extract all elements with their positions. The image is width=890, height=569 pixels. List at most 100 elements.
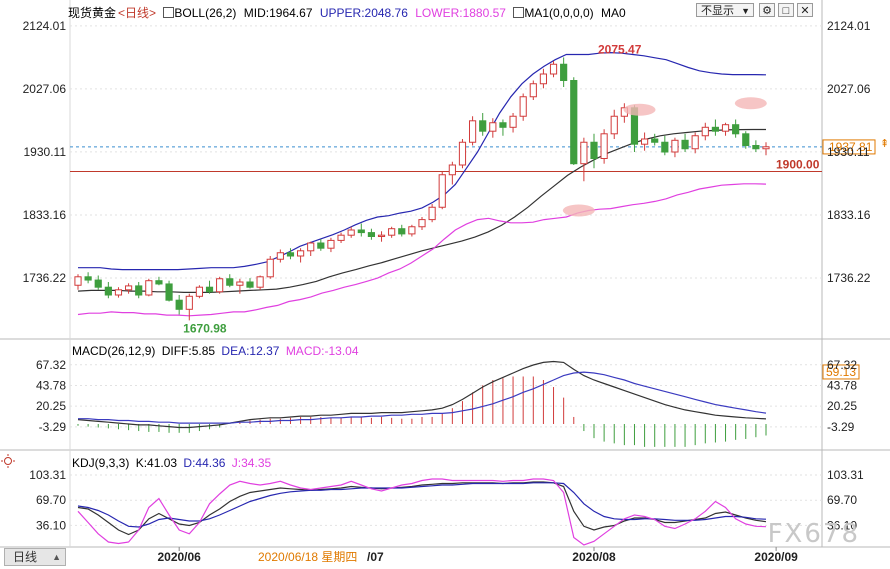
- candle-body: [489, 122, 497, 132]
- candle-body: [296, 250, 305, 257]
- settings-button[interactable]: ⚙: [759, 3, 775, 17]
- candle-body: [266, 258, 274, 278]
- close-button[interactable]: ✕: [797, 3, 813, 17]
- macd-left-tick-label: -3.29: [39, 420, 67, 434]
- candle-body: [388, 228, 396, 236]
- candle-body: [175, 299, 183, 310]
- candle-body: [762, 146, 770, 150]
- price-left-tick-label: 1930.11: [24, 145, 67, 159]
- candle-body: [590, 141, 598, 159]
- candle-body: [398, 228, 406, 235]
- kdj-d-line: [77, 482, 767, 528]
- boll-label: BOLL(26,2): [174, 6, 237, 20]
- candle-body: [165, 283, 173, 301]
- ma-checkbox-icon[interactable]: [513, 7, 525, 18]
- kdj-right-tick-label: 69.70: [827, 493, 857, 507]
- panel-frames: [0, 0, 890, 548]
- candle-body: [640, 138, 649, 145]
- ma-label: MA1(0,0,0,0): [524, 6, 594, 20]
- candle-body: [610, 115, 618, 135]
- candle-body: [155, 280, 163, 285]
- low-annotation: 1670.98: [183, 321, 227, 335]
- candle-body: [307, 242, 315, 252]
- x-tick-label: 2020/08: [572, 550, 616, 564]
- kdj-settings-icon[interactable]: [1, 454, 15, 468]
- main-header: 现货黄金 <日线> BOLL(26,2) MID:1964.67 UPPER:20…: [68, 4, 626, 21]
- candle-body: [691, 135, 699, 150]
- candle-body: [661, 141, 669, 153]
- candle-body: [580, 141, 588, 165]
- candle-body: [135, 285, 143, 296]
- candle-body: [205, 286, 214, 293]
- period-tab-label: 日线: [13, 550, 38, 564]
- macd-diff-value: DIFF:5.85: [161, 344, 216, 358]
- support-label: 1900.00: [776, 158, 820, 172]
- price-left-tick-label: 1736.22: [23, 271, 67, 285]
- candle-body: [256, 276, 264, 288]
- candle-body: [216, 278, 224, 293]
- kdj-d-value: D:44.36: [183, 456, 226, 470]
- candle-body: [468, 120, 477, 143]
- price-right-tick-label: 2124.01: [827, 19, 871, 33]
- macd-macd-value: MACD:-13.04: [285, 344, 359, 358]
- period-label: <日线>: [118, 6, 157, 20]
- macd-label: MACD(26,12,9): [72, 344, 156, 358]
- candle-body: [549, 63, 558, 75]
- boll-mid-line: [77, 128, 766, 293]
- candle-body: [357, 229, 365, 234]
- watermark: FX678: [767, 519, 860, 549]
- candle-body: [671, 139, 679, 153]
- axis-labels: 2124.01 2124.01 2027.06 2027.06 1930.11 1930.…: [23, 19, 871, 564]
- kdj-right-tick-label: 103.31: [827, 468, 864, 482]
- hide-indicator-dropdown[interactable]: 不显示 ▼: [696, 3, 754, 17]
- candle-body: [732, 124, 740, 135]
- candle-body: [499, 122, 507, 128]
- candle-body: [84, 276, 92, 281]
- boll-lower-value: LOWER:1880.57: [415, 6, 506, 20]
- macd-dea-line: [78, 371, 767, 424]
- candle-body: [681, 139, 689, 150]
- macd-left-tick-label: 20.25: [36, 399, 66, 413]
- candle-body: [418, 219, 426, 228]
- candle-body: [438, 174, 446, 208]
- candle-body: [570, 80, 578, 165]
- candle-body: [236, 281, 244, 286]
- kdj-right-tick-label: 36.10: [827, 518, 857, 532]
- price-right-tick-label: 1930.11: [827, 145, 870, 159]
- chevron-down-icon: ▼: [741, 6, 750, 16]
- candle-body: [74, 276, 82, 286]
- boll-mid-value: MID:1964.67: [243, 6, 313, 20]
- kdj-panel-marks: [77, 478, 767, 546]
- candle-body: [145, 280, 153, 296]
- candle-body: [94, 279, 102, 288]
- macd-right-value-label: 59.13: [826, 365, 856, 379]
- boll-lower-line: [77, 183, 767, 317]
- macd-right-tick-label: 67.32: [827, 358, 857, 372]
- candle-body: [246, 281, 254, 288]
- candle-body: [185, 295, 193, 310]
- candle-body: [276, 252, 284, 260]
- gear-icon: ⚙: [762, 5, 772, 17]
- candle-body: [124, 285, 133, 291]
- candle-body: [104, 286, 112, 296]
- kdj-j-value: J:34.35: [231, 456, 272, 470]
- highlight-ellipse: [562, 204, 595, 217]
- price-right-tick-label: 2027.06: [827, 82, 871, 96]
- kdj-k-line: [77, 481, 767, 536]
- kdj-left-tick-label: 36.10: [36, 518, 66, 532]
- macd-left-tick-label: 67.32: [36, 358, 66, 372]
- candle-body: [752, 145, 760, 150]
- candle-body: [742, 133, 750, 147]
- period-tab[interactable]: 日线 ▲: [4, 548, 66, 566]
- close-icon: ✕: [800, 5, 810, 17]
- price-right-tick-label: 1736.22: [827, 271, 871, 285]
- price-left-tick-label: 1833.16: [23, 208, 67, 222]
- expand-button[interactable]: □: [778, 3, 794, 17]
- x-marker-label: 2020/06/18 星期四: [258, 550, 357, 564]
- candle-body: [448, 164, 456, 176]
- boll-checkbox-icon[interactable]: [163, 7, 175, 18]
- candle-body: [600, 133, 608, 160]
- kdj-left-tick-label: 69.70: [36, 493, 66, 507]
- macd-diff-line: [77, 360, 767, 429]
